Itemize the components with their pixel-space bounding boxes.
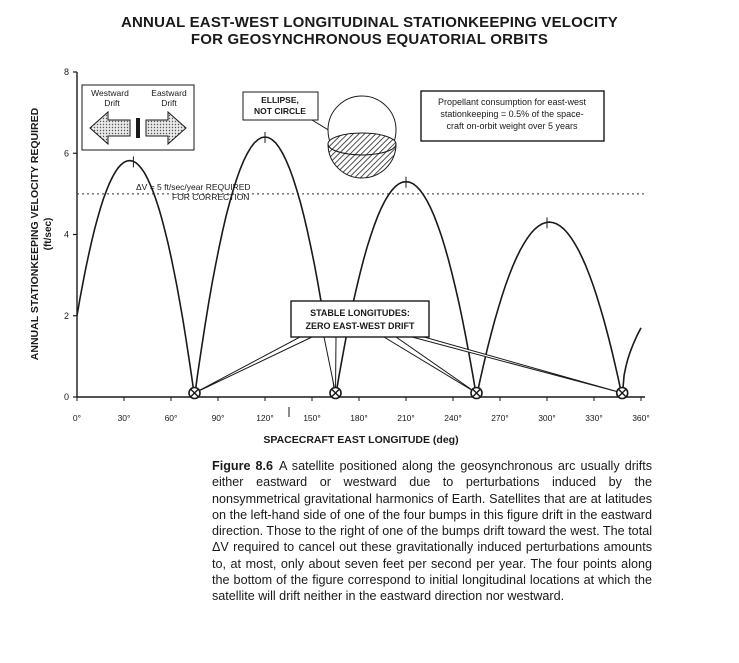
- x-tick-label: 90°: [212, 413, 225, 423]
- stable-point-cross: [618, 389, 627, 397]
- figure-caption: Figure 8.6 A satellite positioned along t…: [212, 458, 652, 605]
- x-tick-label: 240°: [444, 413, 462, 423]
- stable-longitudes-callout: STABLE LONGITUDES: ZERO EAST-WEST DRIFT: [194, 300, 623, 394]
- x-tick-label: 360°: [632, 413, 650, 423]
- chart-title: ANNUAL EAST-WEST LONGITUDINAL STATIONKEE…: [0, 14, 739, 48]
- propellant-line-2: stationkeeping = 0.5% of the space-: [440, 109, 583, 119]
- propellant-note: Propellant consumption for east-west sta…: [420, 90, 605, 142]
- earth-lower-cap-icon: [327, 143, 397, 179]
- chart-title-line-2: FOR GEOSYNCHRONOUS EQUATORIAL ORBITS: [190, 31, 549, 48]
- caption-text: A satellite positioned along the geosync…: [212, 459, 652, 604]
- westward-label-line-1: Westward: [91, 88, 129, 98]
- x-tick-label: 60°: [165, 413, 178, 423]
- x-tick-label: 210°: [397, 413, 415, 423]
- peak-markers: [132, 132, 548, 229]
- y-tick-label: 4: [64, 230, 69, 240]
- y-tick-label: 0: [64, 392, 69, 402]
- chart-title-line-1: ANNUAL EAST-WEST LONGITUDINAL STATIONKEE…: [120, 14, 618, 31]
- drift-legend: Westward Drift Eastward Drift: [81, 84, 195, 151]
- westward-arrow-icon: [89, 110, 131, 146]
- westward-label-line-2: Drift: [104, 98, 120, 108]
- caption-lead: Figure 8.6: [212, 459, 274, 473]
- stable-leader: [411, 336, 623, 394]
- stable-point-cross: [331, 389, 340, 397]
- ellipse-label-line-1: ELLIPSE,: [261, 95, 299, 105]
- delta-v-note: ΔV = 5 ft/sec/year REQUIRED FOR CORRECTI…: [136, 182, 251, 202]
- stable-leader: [323, 336, 337, 394]
- y-tick-label: 6: [64, 148, 69, 158]
- stable-leaders: [194, 336, 623, 394]
- stable-label-line-2: ZERO EAST-WEST DRIFT: [306, 321, 416, 331]
- x-tick-label: 0°: [73, 413, 81, 423]
- stable-point-cross: [190, 389, 199, 397]
- x-tick-label: 180°: [350, 413, 368, 423]
- x-tick-label: 120°: [256, 413, 274, 423]
- ellipse-label-line-2: NOT CIRCLE: [254, 106, 306, 116]
- chart-canvas: 0 2 4 6 8 0° 30° 60° 90° 120° 150° 180° 210° 240° 270…: [29, 67, 650, 446]
- y-axis-unit: (ft/sec): [43, 218, 54, 251]
- eastward-label-line-1: Eastward: [151, 88, 187, 98]
- stable-point-cross: [472, 389, 481, 397]
- x-ticks-group: 0° 30° 60° 90° 120° 150° 180° 210° 240° 270° 300° 3…: [73, 397, 650, 423]
- eastward-label-line-2: Drift: [161, 98, 177, 108]
- drift-divider: [136, 118, 140, 138]
- x-tick-label: 270°: [491, 413, 509, 423]
- propellant-line-1: Propellant consumption for east-west: [438, 97, 587, 107]
- delta-v-line-1: ΔV = 5 ft/sec/year REQUIRED: [136, 182, 251, 192]
- stable-leader: [382, 336, 477, 394]
- stable-label-line-1: STABLE LONGITUDES:: [310, 308, 410, 318]
- x-axis-label: SPACECRAFT EAST LONGITUDE (deg): [263, 434, 458, 446]
- stable-leader: [194, 336, 313, 394]
- x-tick-label: 30°: [118, 413, 131, 423]
- x-tick-label: 330°: [585, 413, 603, 423]
- stable-point-markers: [188, 386, 629, 400]
- y-axis-label: ANNUAL STATIONKEEPING VELOCITY REQUIRED: [29, 107, 41, 360]
- propellant-line-3: craft on-orbit weight over 5 years: [446, 121, 578, 131]
- delta-v-line-2: FOR CORRECTION: [172, 192, 249, 202]
- y-tick-label: 2: [64, 311, 69, 321]
- ellipse-callout: ELLIPSE, NOT CIRCLE: [242, 91, 397, 179]
- y-ticks-group: 0 2 4 6 8: [64, 67, 77, 402]
- y-tick-label: 8: [64, 67, 69, 77]
- eastward-arrow-icon: [145, 110, 187, 146]
- x-tick-label: 150°: [303, 413, 321, 423]
- x-tick-label: 300°: [538, 413, 556, 423]
